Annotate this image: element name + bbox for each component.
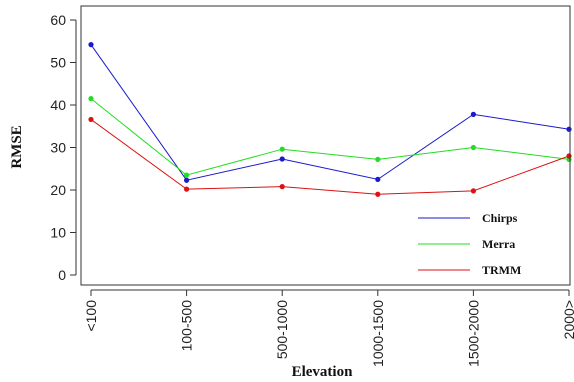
x-tick-label: 500-1000 <box>274 300 290 359</box>
x-axis-title: Elevation <box>292 364 353 380</box>
y-axis: 0 10 20 30 40 50 60 <box>50 12 77 283</box>
data-point-trmm <box>566 153 572 159</box>
legend-label-merra: Merra <box>482 237 515 251</box>
series-layer <box>88 42 572 197</box>
data-point-chirps <box>470 111 476 117</box>
y-tick-label: 40 <box>50 97 66 113</box>
legend-label-chirps: Chirps <box>482 211 518 225</box>
plot-frame <box>80 5 571 286</box>
data-point-chirps <box>88 42 94 48</box>
x-tick-label: 1000-1500 <box>370 300 386 367</box>
legend: Chirps Merra TRMM <box>418 211 521 277</box>
y-tick-label: 50 <box>50 55 66 71</box>
y-tick-label: 20 <box>50 182 66 198</box>
data-point-trmm <box>470 188 476 194</box>
series-line-trmm <box>90 119 570 195</box>
data-point-merra <box>279 146 285 152</box>
data-point-chirps <box>375 176 381 182</box>
data-point-merra <box>88 96 94 102</box>
data-point-trmm <box>184 186 190 192</box>
data-point-trmm <box>88 116 94 123</box>
data-point-chirps <box>279 156 285 162</box>
data-point-trmm <box>279 184 285 190</box>
series-line-chirps <box>90 44 570 181</box>
data-point-trmm <box>375 191 381 197</box>
x-tick-label: 2000> <box>561 300 574 339</box>
data-point-merra <box>184 172 190 178</box>
data-point-merra <box>470 144 476 151</box>
y-tick-label: 10 <box>50 225 66 241</box>
data-point-chirps <box>566 126 572 132</box>
series-line-merra <box>90 98 570 176</box>
x-tick-label: 1500-2000 <box>465 300 481 367</box>
y-tick-label: 30 <box>50 140 66 156</box>
y-tick-label: 60 <box>50 12 66 28</box>
y-axis-title: RMSE <box>9 125 25 168</box>
x-tick-label: 100-500 <box>179 300 195 352</box>
data-point-merra <box>375 156 381 162</box>
x-axis: <100 100-500 500-1000 1000-1500 1500-2000 200… <box>83 289 574 367</box>
legend-label-trmm: TRMM <box>482 263 521 277</box>
x-tick-label: <100 <box>83 300 99 332</box>
y-tick-label: 0 <box>58 267 66 283</box>
data-point-chirps <box>184 177 190 183</box>
